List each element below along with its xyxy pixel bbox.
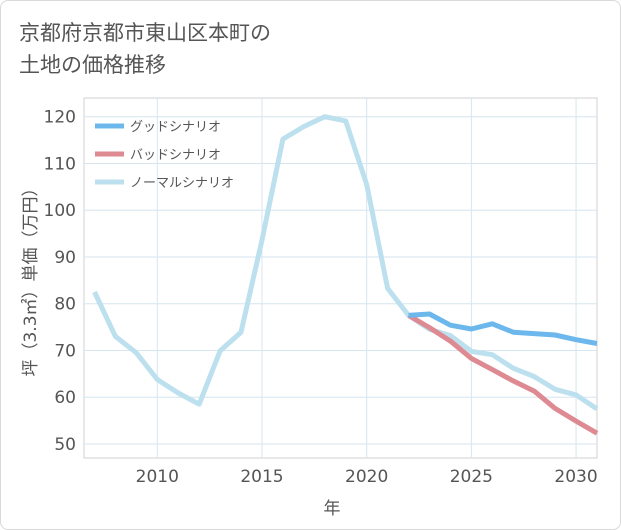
chart-title: 京都府京都市東山区本町の 土地の価格推移 <box>19 17 271 81</box>
series-line-2 <box>92 114 599 411</box>
legend-label: バッドシナリオ <box>130 148 221 163</box>
y-axis-ticks: 50 60 70 80 90 100 110 120 <box>44 108 76 455</box>
x-tick-label: 2020 <box>345 467 388 487</box>
y-tick-label: 110 <box>44 154 76 174</box>
y-tick-label: 120 <box>44 108 76 128</box>
y-tick-label: 90 <box>54 248 76 268</box>
legend-label: ノーマルシナリオ <box>130 176 234 191</box>
x-axis-label: 年 <box>324 499 341 519</box>
chart-title-line2: 土地の価格推移 <box>19 53 166 77</box>
y-tick-label: 70 <box>54 341 76 361</box>
plot-area <box>83 97 598 459</box>
x-tick-label: 2025 <box>450 467 493 487</box>
y-tick-label: 80 <box>54 295 76 315</box>
series-line-1 <box>407 313 599 436</box>
y-tick-label: 60 <box>54 388 76 408</box>
x-axis-ticks: 2010 2015 2020 2025 2030 <box>136 467 598 487</box>
y-axis-label: 坪（3.3㎡）単価（万円） <box>21 179 41 376</box>
series-lines <box>92 114 599 436</box>
x-tick-label: 2030 <box>554 467 597 487</box>
x-tick-label: 2010 <box>136 467 179 487</box>
chart-title-line1: 京都府京都市東山区本町の <box>19 21 271 45</box>
x-tick-label: 2015 <box>240 467 283 487</box>
y-tick-label: 100 <box>44 201 76 221</box>
grid-lines <box>84 98 597 458</box>
series-line-0 <box>408 311 598 346</box>
legend-label: グッドシナリオ <box>130 120 221 135</box>
y-tick-label: 50 <box>54 435 76 455</box>
